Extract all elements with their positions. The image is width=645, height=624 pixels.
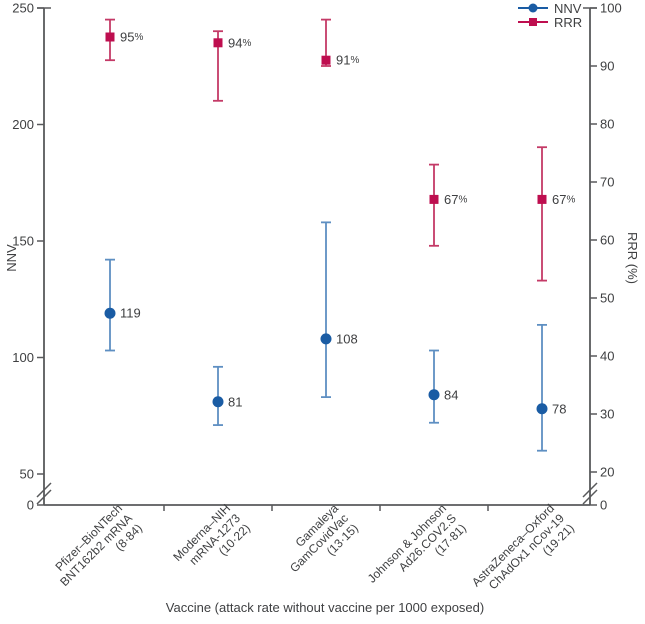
right-axis-tick-label: 30 (600, 407, 614, 422)
left-axis-break-mark (36, 489, 52, 505)
left-axis-title: NNV (4, 244, 19, 272)
nnv-point-marker (212, 396, 224, 408)
rrr-point-label: 67% (552, 192, 575, 207)
right-axis-tick-label: 90 (600, 59, 614, 74)
x-axis-title: Vaccine (attack rate without vaccine per… (165, 600, 485, 615)
legend-rrr-line-icon (518, 18, 548, 26)
legend-nnv-line-icon (518, 3, 548, 13)
right-axis-tick-label: 40 (600, 349, 614, 364)
legend-nnv-label: NNV (554, 0, 582, 16)
legend: NNV RRR (518, 0, 583, 30)
nnv-point-label: 108 (336, 331, 358, 346)
rrr-point-marker (321, 55, 331, 65)
nnv-point-label: 119 (120, 306, 141, 321)
left-axis-tick-label: 200 (12, 117, 34, 132)
left-axis-break-mark (36, 482, 52, 498)
nnv-point-marker (536, 403, 548, 415)
left-axis-tick-label: 0 (27, 498, 34, 513)
right-axis-break-mark (582, 489, 598, 505)
legend-rrr-label: RRR (554, 14, 583, 30)
nnv-point-label: 81 (228, 394, 242, 409)
rrr-point-marker (429, 194, 439, 204)
nnv-point-label: 78 (552, 401, 566, 416)
rrr-point-label: 94% (228, 35, 251, 50)
legend-item: RRR (518, 14, 583, 30)
right-axis-tick-label: 70 (600, 175, 614, 190)
nnv-point-marker (428, 389, 440, 401)
nnv-point-marker (320, 333, 332, 345)
right-axis-tick-label: 80 (600, 117, 614, 132)
right-axis-tick-label: 60 (600, 233, 614, 248)
left-axis-tick-label: 50 (20, 467, 34, 482)
right-axis-tick-label: 50 (600, 291, 614, 306)
rrr-point-marker (213, 38, 223, 48)
right-axis-tick-label: 100 (600, 1, 622, 16)
left-axis-tick-label: 100 (12, 350, 34, 365)
right-axis-tick-label: 0 (600, 498, 607, 513)
legend-nnv-circle-icon (528, 3, 538, 13)
right-axis-break-mark (582, 482, 598, 498)
rrr-point-label: 95% (120, 30, 143, 45)
left-axis-tick-label: 250 (12, 1, 34, 16)
legend-rrr-square-icon (529, 18, 537, 26)
rrr-point-label: 91% (336, 53, 359, 68)
legend-item: NNV (518, 0, 582, 16)
nnv-point-marker (104, 307, 116, 319)
left-axis-tick-label: 150 (12, 234, 34, 249)
rrr-point-marker (105, 32, 115, 42)
right-axis-tick-label: 20 (600, 465, 614, 480)
nnv-point-label: 84 (444, 387, 458, 402)
rrr-point-marker (537, 194, 547, 204)
right-axis-title: RRR (%) (625, 232, 640, 284)
rrr-point-label: 67% (444, 192, 467, 207)
